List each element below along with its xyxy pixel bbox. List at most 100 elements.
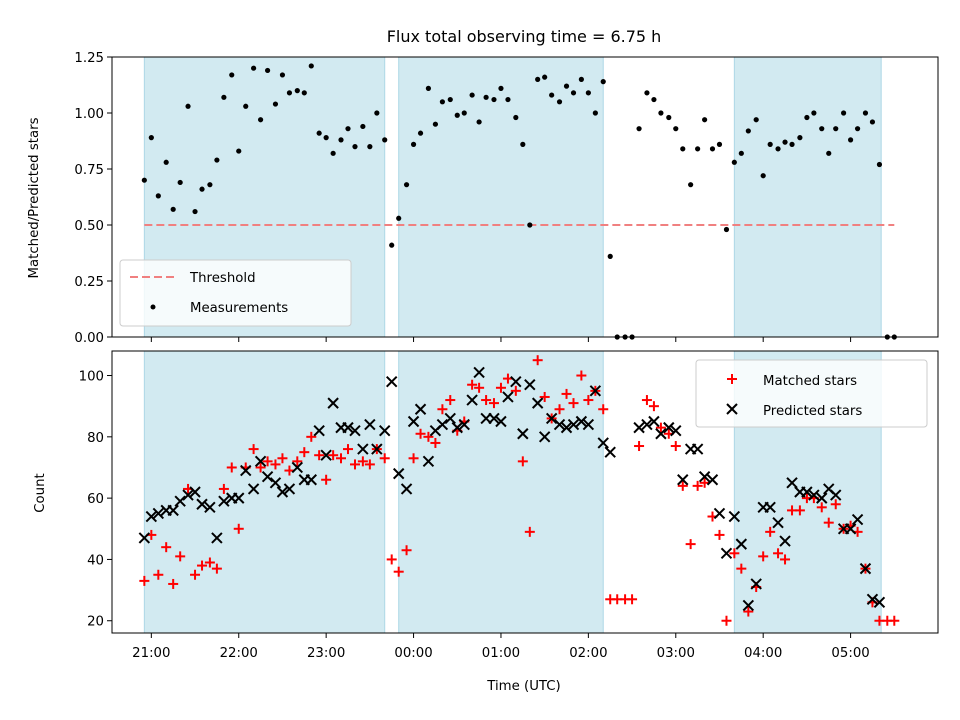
- measurements-point: [316, 130, 322, 136]
- predicted-stars-point: [663, 421, 675, 434]
- x-stroke-b: [495, 415, 507, 428]
- y-tick-label: 1.00: [74, 107, 104, 122]
- x-stroke-b: [816, 492, 828, 504]
- x-tick-label: 02:00: [569, 646, 607, 661]
- measurements-point: [760, 173, 766, 179]
- matched-stars-point: [321, 474, 332, 485]
- predicted-stars-point: [604, 446, 616, 458]
- x-stroke-b: [451, 421, 463, 434]
- measurements-point: [301, 90, 307, 96]
- x-stroke-b: [414, 403, 427, 415]
- measurements-point: [155, 193, 161, 199]
- x-stroke-b: [582, 418, 595, 431]
- x-stroke-b: [764, 501, 776, 514]
- measurements-point: [389, 242, 395, 248]
- measurements-point: [498, 85, 504, 91]
- matched-stars-point: [736, 563, 747, 574]
- matched-stars-point: [277, 453, 288, 464]
- measurements-point: [148, 135, 154, 141]
- matched-stars-point: [306, 431, 317, 442]
- count-panel-y-axis: 20 40 60 80 100: [79, 370, 112, 630]
- measurements-point: [688, 182, 694, 188]
- predicted-stars-point: [167, 504, 179, 517]
- matched-stars-point: [349, 459, 360, 470]
- predicted-stars-point: [218, 495, 230, 507]
- matched-stars-point: [481, 395, 492, 406]
- matched-stars-point: [823, 517, 834, 528]
- measurements-point: [417, 130, 424, 136]
- matched-stars-point: [197, 560, 208, 571]
- y-tick-label: 60: [87, 492, 104, 507]
- measurements-point: [819, 126, 825, 132]
- measurements-point: [294, 88, 300, 94]
- matched-stars-point: [393, 566, 404, 577]
- measurements-point: [403, 182, 410, 188]
- x-stroke-b: [706, 474, 719, 486]
- x-stroke-b: [801, 486, 813, 498]
- x-stroke-b: [385, 375, 398, 388]
- measurements-point: [432, 121, 439, 127]
- x-stroke-b: [357, 443, 369, 455]
- x-stroke-b: [823, 483, 835, 495]
- matched-stars-point: [328, 450, 339, 461]
- predicted-stars-point: [392, 467, 405, 480]
- measurements-point: [695, 146, 701, 152]
- predicted-stars-point: [517, 428, 529, 440]
- predicted-stars-point: [524, 379, 536, 391]
- x-stroke-b: [305, 474, 317, 486]
- matched-stars-point: [554, 404, 565, 415]
- x-stroke-b: [320, 449, 332, 461]
- x-stroke-b: [488, 412, 500, 425]
- predicted-stars-point: [859, 562, 872, 575]
- measurements-point: [592, 110, 598, 116]
- matched-stars-point: [357, 456, 368, 467]
- predicted-stars-point: [567, 418, 580, 431]
- x-stroke-b: [422, 455, 435, 468]
- ratio-panel-shaded-intervals: [143, 56, 882, 338]
- measurements-point: [279, 72, 286, 78]
- measurements-point: [367, 144, 373, 150]
- x-tick-label: 23:00: [307, 646, 345, 661]
- x-stroke-b: [458, 418, 470, 431]
- predicted-stars-point: [873, 596, 886, 609]
- matched-stars-point: [714, 529, 725, 540]
- predicted-stars-point: [276, 486, 289, 498]
- x-stroke-b: [873, 596, 886, 609]
- x-stroke-b: [786, 477, 798, 489]
- y-tick-label: 100: [79, 370, 104, 385]
- matched-stars-point: [773, 548, 784, 559]
- y-tick-label: 0.25: [74, 275, 104, 290]
- x-stroke-b: [364, 418, 376, 431]
- matched-stars-point: [175, 551, 186, 562]
- matched-stars-point: [758, 551, 769, 562]
- matched-stars-point: [780, 554, 791, 565]
- measurements-point: [789, 141, 795, 147]
- predicted-stars-point: [379, 424, 391, 437]
- x-stroke-b: [663, 421, 675, 434]
- predicted-stars-point: [575, 415, 588, 428]
- predicted-stars-point: [698, 470, 711, 483]
- count-panel-legend: Matched stars Predicted stars: [695, 359, 928, 428]
- measurements-point: [702, 117, 708, 123]
- predicted-stars-point: [772, 516, 784, 529]
- x-stroke-b: [342, 421, 354, 434]
- x-stroke-b: [735, 538, 748, 550]
- predicted-stars-point: [641, 418, 653, 431]
- matched-stars-point: [467, 379, 478, 390]
- predicted-stars-point: [713, 507, 726, 520]
- measurements-point: [476, 119, 482, 125]
- matched-stars-point: [153, 569, 164, 580]
- x-stroke-b: [510, 375, 522, 388]
- x-stroke-b: [313, 424, 325, 437]
- x-stroke-b: [152, 507, 165, 520]
- measurements-point: [869, 119, 876, 125]
- legend-measurements-label: Measurements: [190, 301, 288, 316]
- matched-stars-point: [255, 462, 266, 473]
- matched-stars-point: [408, 453, 419, 464]
- matched-stars-point: [379, 453, 390, 464]
- measurements-point: [804, 114, 810, 121]
- matched-stars-point: [495, 382, 506, 393]
- measurements-point: [199, 186, 205, 192]
- predicted-stars-point: [240, 464, 252, 477]
- matched-stars-point: [670, 441, 681, 452]
